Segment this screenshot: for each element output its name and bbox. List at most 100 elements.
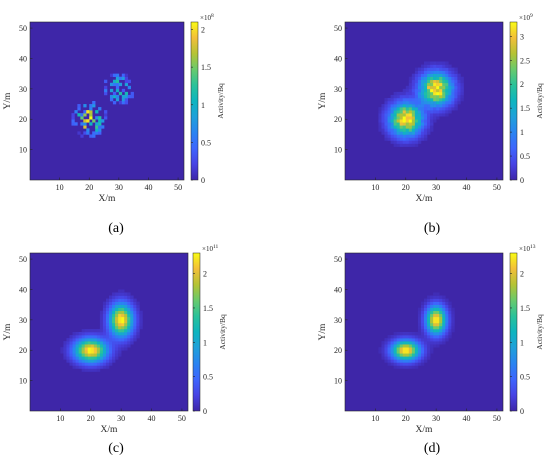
heatmap-cell [81,328,85,333]
heatmap-cell [115,85,120,90]
heatmap-cell [393,125,397,129]
heatmap-cell [84,365,89,369]
heatmap-cell [112,338,116,342]
heatmap-cell [414,122,419,126]
heatmap-cell [102,362,107,366]
heatmap-cell [411,341,416,345]
heatmap-cell [454,70,458,74]
heatmap-cell [408,104,413,108]
heatmap-cell [127,301,131,305]
heatmap-cell [130,310,134,315]
heatmap-cell [393,94,397,99]
heatmap-cell [99,328,104,333]
heatmap-cell [417,67,422,71]
colorbar-tick-label: 1.5 [201,63,211,72]
heatmap-cell [436,316,440,321]
heatmap-cell [433,307,437,312]
heatmap-cell [439,101,443,105]
heatmap-cell [396,338,400,342]
heatmap-cell [417,353,422,357]
heatmap-cell [396,113,400,117]
heatmap-cell [84,347,89,351]
heatmap-cell [98,107,102,111]
heatmap-cell [433,79,437,84]
heatmap-cell [105,325,110,330]
y-tick-label: 30 [19,85,27,94]
heatmap-cell [393,113,397,117]
heatmap-cell [384,110,388,114]
heatmap-cell [99,362,104,366]
heatmap-cell [420,310,425,315]
heatmap-cell [430,338,434,342]
heatmap-cell [78,362,82,366]
heatmap-cell [86,119,90,123]
heatmap-cell [66,350,70,354]
heatmap-cell [121,304,125,308]
heatmap-cell [387,113,391,117]
heatmap-cell [399,110,404,114]
heatmap-cell [424,307,428,312]
heatmap-cell [445,319,449,324]
heatmap-cell [427,344,431,348]
heatmap-cell [121,344,125,348]
y-tick-label: 30 [334,316,342,325]
heatmap-cell [417,328,422,333]
heatmap-cell [387,110,391,114]
heatmap-cell [424,338,428,342]
heatmap-cell [109,82,114,87]
heatmap-cell [460,79,464,84]
heatmap-cell [127,313,131,318]
heatmap-cell [439,88,443,93]
heatmap-cell [411,107,416,111]
heatmap-cell [102,359,107,363]
heatmap-cell [84,344,89,348]
heatmap-cell [436,310,440,315]
heatmap-cell [417,122,422,126]
heatmap-cell [69,362,73,366]
heatmap-cell [105,316,110,321]
heatmap-cell [121,307,125,312]
colorbar-tick-label: 0.5 [520,373,530,382]
heatmap-cell [454,82,458,87]
heatmap-cell [433,344,437,348]
heatmap-cell [427,119,431,123]
heatmap-cell [396,362,400,366]
heatmap-cell [78,359,82,363]
heatmap-cell [420,110,425,114]
heatmap-cell [417,350,422,354]
x-tick-label: 20 [402,414,410,423]
heatmap-cell [378,122,382,126]
heatmap-cell [457,101,461,105]
heatmap-cell [378,119,382,123]
heatmap-cell [417,101,422,105]
heatmap-cell [102,301,107,305]
heatmap-cell [448,88,452,93]
heatmap-cell [424,82,428,87]
heatmap-cell [390,341,394,345]
heatmap-cell [102,344,107,348]
heatmap-cell [411,332,416,336]
heatmap-cell [405,143,410,147]
heatmap-cell [121,325,125,330]
heatmap-cell [105,344,110,348]
y-tick-label: 20 [19,115,27,124]
heatmap-cell [130,316,134,321]
heatmap-cell [448,110,452,114]
heatmap-cell [89,116,93,120]
heatmap-background [30,22,184,180]
colorbar-label: Activity/Bq [535,314,544,350]
heatmap-cell [417,316,422,321]
heatmap-cell [436,307,440,312]
heatmap-cell [430,88,434,93]
heatmap-cell [439,64,443,68]
heatmap-cell [96,347,101,351]
heatmap-cell [414,353,419,357]
heatmap-cell [102,356,107,360]
heatmap-cell [115,322,119,327]
heatmap-cell [115,335,119,339]
heatmap-cell [411,79,416,84]
heatmap-cell [124,316,128,321]
heatmap-cell [436,301,440,305]
heatmap-cell [384,122,388,126]
heatmap-cell [427,107,431,111]
